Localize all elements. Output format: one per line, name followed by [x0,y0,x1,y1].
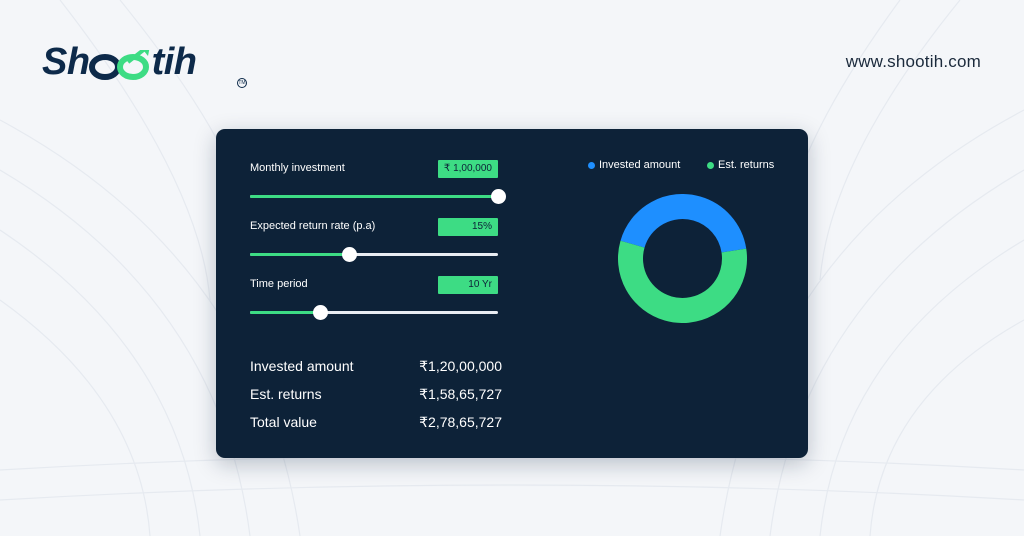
logo-infinity-arrow-icon [89,50,150,80]
legend-dot [588,162,595,169]
est-returns-label: Est. returns [250,386,322,402]
website-url[interactable]: www.shootih.com [845,52,981,71]
slider-fill [250,311,321,314]
legend-label: Invested amount [599,159,681,171]
total-value-value: ₹2,78,65,727 [419,414,502,430]
legend-dot [707,162,714,169]
time-period-slider[interactable] [250,305,498,320]
return-rate-value[interactable]: 15% [438,218,498,236]
shootih-logo[interactable]: Sh tih TM [42,38,247,88]
logo-wordmark: Sh tih [42,41,197,83]
invested-amount-label: Invested amount [250,358,354,374]
slider-fill [250,253,350,256]
est-returns-value: ₹1,58,65,727 [419,386,502,402]
slider-thumb[interactable] [341,247,357,262]
total-value-label: Total value [250,414,317,430]
slider-thumb[interactable] [313,305,329,320]
trademark-icon: TM [237,78,247,88]
invested-amount-value: ₹1,20,00,000 [419,358,502,374]
sip-calculator-card: Monthly investment ₹ 1,00,000 Expected r… [216,129,808,458]
return-rate-slider[interactable] [250,247,498,262]
slider-thumb[interactable] [490,189,506,204]
time-period-value[interactable]: 10 Yr [438,276,498,294]
return-rate-label: Expected return rate (p.a) [250,220,376,232]
legend-label: Est. returns [718,159,775,171]
monthly-investment-label: Monthly investment [250,162,345,174]
donut-slice-invested [618,194,747,323]
monthly-investment-slider[interactable] [250,189,506,204]
donut-chart [618,194,747,323]
slider-fill [250,195,498,198]
monthly-investment-value[interactable]: ₹ 1,00,000 [438,160,498,178]
time-period-label: Time period [250,278,308,290]
